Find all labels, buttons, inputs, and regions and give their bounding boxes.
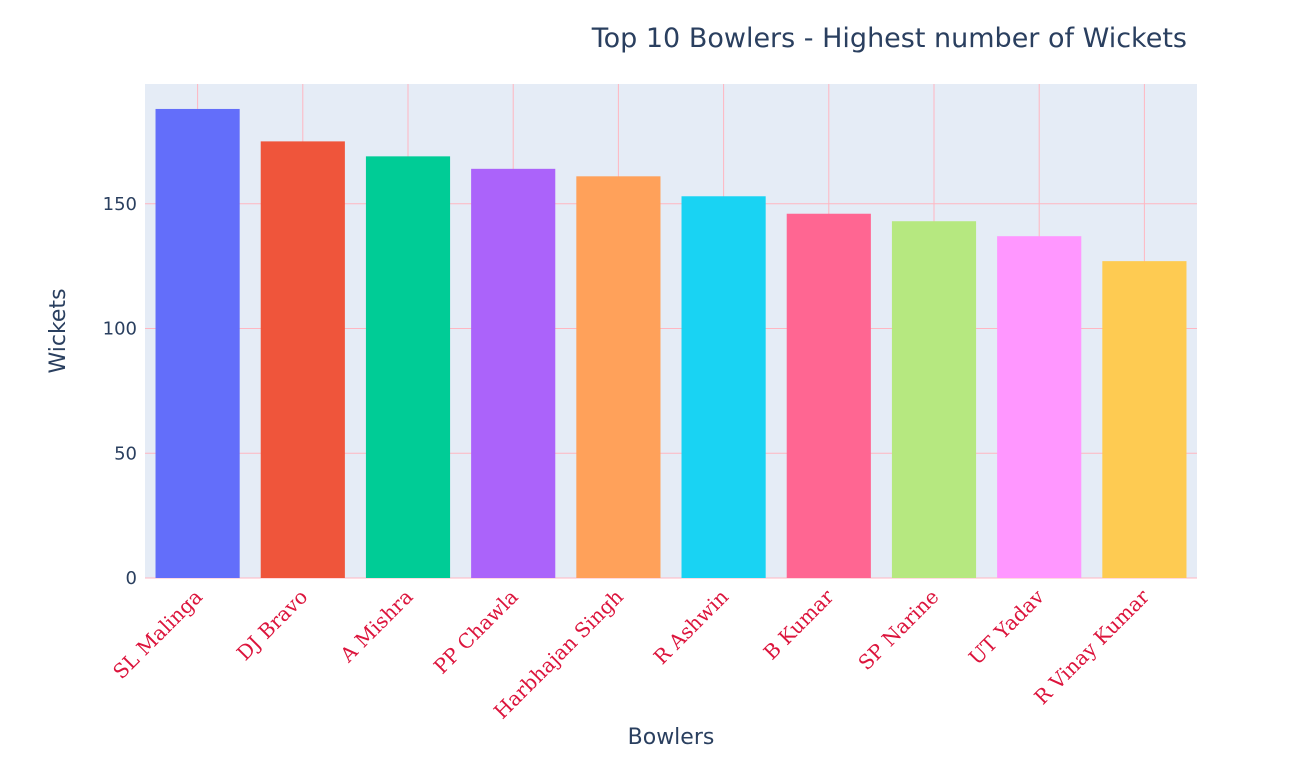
bar[interactable] <box>681 196 766 579</box>
y-axis-ticks: 0 50 100 150 <box>103 194 137 589</box>
bar[interactable] <box>471 168 556 578</box>
y-tick-label: 50 <box>114 443 137 464</box>
bars <box>155 108 1187 579</box>
bar[interactable] <box>155 108 240 578</box>
bar[interactable] <box>365 156 451 579</box>
bar[interactable] <box>786 213 871 579</box>
y-tick-label: 100 <box>103 319 137 340</box>
x-axis-ticks: SL Malinga DJ Bravo A Mishra PP ChawlaHarbh… <box>108 584 1154 723</box>
bar[interactable] <box>260 141 345 578</box>
x-tick-label: PP Chawla <box>429 585 523 679</box>
x-tick-label: R Vinay Kumar <box>1029 584 1154 709</box>
y-tick-label: 0 <box>126 568 137 589</box>
x-tick-label: A Mishra <box>335 585 418 668</box>
bar[interactable] <box>1102 261 1187 578</box>
y-tick-label: 150 <box>103 194 137 215</box>
x-tick-label: SP Narine <box>853 585 943 675</box>
bar[interactable] <box>997 236 1082 578</box>
y-axis-title: Wickets <box>46 288 71 373</box>
x-tick-label: DJ Bravo <box>232 585 313 666</box>
x-tick-label: R Ashwin <box>649 584 734 669</box>
bar[interactable] <box>891 221 977 578</box>
x-tick-label: UT Yadav <box>964 584 1049 669</box>
x-axis-title: Bowlers <box>628 725 715 750</box>
bar[interactable] <box>576 176 661 579</box>
chart-title: Top 10 Bowlers - Highest number of Wicke… <box>591 23 1187 54</box>
x-tick-label: SL Malinga <box>108 585 207 684</box>
x-tick-label: B Kumar <box>759 584 839 664</box>
